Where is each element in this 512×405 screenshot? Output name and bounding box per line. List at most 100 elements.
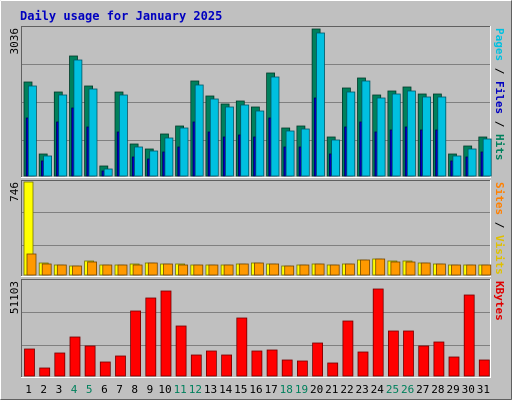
bars-visits-sites <box>23 181 492 276</box>
bar-pages-day-18 <box>285 130 295 177</box>
bar-sites-day-4 <box>72 265 82 276</box>
bar-kbytes-day-16 <box>251 350 263 377</box>
bar-pages-day-26 <box>406 90 416 177</box>
legend-kbytes: KBytes <box>493 281 506 321</box>
x-tick-label: 14 <box>219 383 233 396</box>
bar-sites-day-12 <box>193 264 204 276</box>
bar-sites-day-9 <box>147 262 158 276</box>
bar-pages-day-12 <box>194 84 204 177</box>
bar-pages-day-30 <box>467 148 477 177</box>
x-tick-label: 16 <box>249 383 262 396</box>
bar-sites-day-7 <box>117 264 128 276</box>
bar-pages-day-13 <box>209 98 219 177</box>
x-tick-label: 5 <box>86 383 93 396</box>
bar-kbytes-day-8 <box>130 310 142 377</box>
bar-sites-day-3 <box>56 264 67 276</box>
bar-sites-day-25 <box>390 261 401 276</box>
bar-pages-day-22 <box>346 91 356 177</box>
bar-kbytes-day-10 <box>160 290 172 377</box>
bar-sites-day-15 <box>238 263 249 276</box>
bar-pages-day-10 <box>164 137 174 177</box>
bar-sites-day-26 <box>405 261 416 276</box>
x-tick-label: 4 <box>71 383 78 396</box>
bar-pages-day-25 <box>391 93 401 177</box>
bar-kbytes-day-28 <box>433 341 445 377</box>
bar-kbytes-day-24 <box>372 288 384 377</box>
x-tick-label: 23 <box>355 383 368 396</box>
bar-kbytes-day-18 <box>281 359 293 377</box>
x-tick-label: 25 <box>386 383 399 396</box>
bar-pages-day-5 <box>88 88 98 177</box>
bar-sites-day-20 <box>314 263 325 276</box>
legend-entry: Files <box>493 81 506 114</box>
legend-entry: KBytes <box>493 281 506 321</box>
y-max-label: 51103 <box>8 281 21 314</box>
bar-sites-day-31 <box>481 264 492 276</box>
bar-kbytes-day-9 <box>145 297 157 377</box>
bar-pages-day-28 <box>437 96 447 177</box>
bar-pages-day-31 <box>482 138 492 177</box>
bar-sites-day-16 <box>253 262 264 276</box>
x-tick-label: 22 <box>340 383 353 396</box>
bar-kbytes-day-5 <box>84 345 96 377</box>
legend-entry: / <box>493 61 506 81</box>
bar-sites-day-21 <box>329 264 340 276</box>
x-tick-label: 18 <box>280 383 293 396</box>
legend-entry: / <box>493 215 506 235</box>
x-tick-label: 15 <box>234 383 247 396</box>
x-tick-label: 27 <box>416 383 429 396</box>
bars-hits-files-pages <box>23 28 492 177</box>
bar-pages-day-7 <box>119 94 128 177</box>
bar-pages-day-16 <box>255 110 265 177</box>
bar-kbytes-day-3 <box>54 352 66 377</box>
bar-sites-day-18 <box>284 265 295 276</box>
x-tick-label: 30 <box>462 383 475 396</box>
bar-kbytes-day-22 <box>342 320 354 377</box>
bar-pages-day-29 <box>452 155 462 177</box>
y-max-label: 3036 <box>8 28 21 55</box>
bar-kbytes-day-1 <box>24 348 35 377</box>
x-tick-label: 24 <box>371 383 385 396</box>
x-tick-label: 31 <box>477 383 490 396</box>
legend-entry: Pages <box>493 28 506 61</box>
bar-pages-day-27 <box>422 96 432 177</box>
bar-kbytes-day-12 <box>190 354 202 377</box>
bar-kbytes-day-21 <box>327 362 339 377</box>
bar-sites-day-13 <box>208 264 219 276</box>
bar-kbytes-day-7 <box>115 355 126 377</box>
bar-pages-day-19 <box>300 128 310 177</box>
bar-pages-day-15 <box>240 104 250 177</box>
x-tick-label: 11 <box>174 383 187 396</box>
x-axis-tick-labels: 1 2 3 4 5 6 7 8 9 10 11 12 13 14 15 16 17 18 19 20 21 22 23 24 2… <box>25 383 490 396</box>
bar-kbytes-day-30 <box>463 294 475 377</box>
bar-pages-day-14 <box>225 106 234 177</box>
x-tick-label: 3 <box>56 383 63 396</box>
panel-background <box>21 180 491 277</box>
bar-kbytes-day-23 <box>357 351 369 377</box>
bar-kbytes-day-4 <box>69 336 81 377</box>
x-tick-label: 2 <box>40 383 47 396</box>
bar-sites-day-11 <box>178 264 189 276</box>
bar-kbytes-day-29 <box>448 356 460 377</box>
x-tick-label: 7 <box>116 383 123 396</box>
x-tick-label: 26 <box>401 383 414 396</box>
bar-sites-day-23 <box>360 259 370 276</box>
bar-pages-day-20 <box>316 32 325 177</box>
legend-hits-files-pages: Pages / Files / Hits <box>493 28 506 161</box>
bar-pages-day-6 <box>103 168 113 177</box>
bar-kbytes-day-27 <box>418 345 430 377</box>
bar-sites-day-22 <box>344 263 355 276</box>
bar-sites-day-1 <box>26 253 37 276</box>
panel-hits-files-pages: 3036 Pages / Files / Hits <box>8 26 506 178</box>
bar-pages-day-4 <box>73 59 83 177</box>
bar-sites-day-27 <box>420 262 431 276</box>
bar-sites-day-30 <box>466 264 477 276</box>
legend-visits-sites: Sites / Visits <box>493 182 506 275</box>
bar-sites-day-14 <box>223 264 234 276</box>
y-max-label: 746 <box>8 182 21 202</box>
x-tick-label: 29 <box>446 383 459 396</box>
bar-sites-day-24 <box>375 258 386 276</box>
legend-entry: Sites <box>493 182 506 215</box>
bar-sites-day-28 <box>435 263 446 276</box>
